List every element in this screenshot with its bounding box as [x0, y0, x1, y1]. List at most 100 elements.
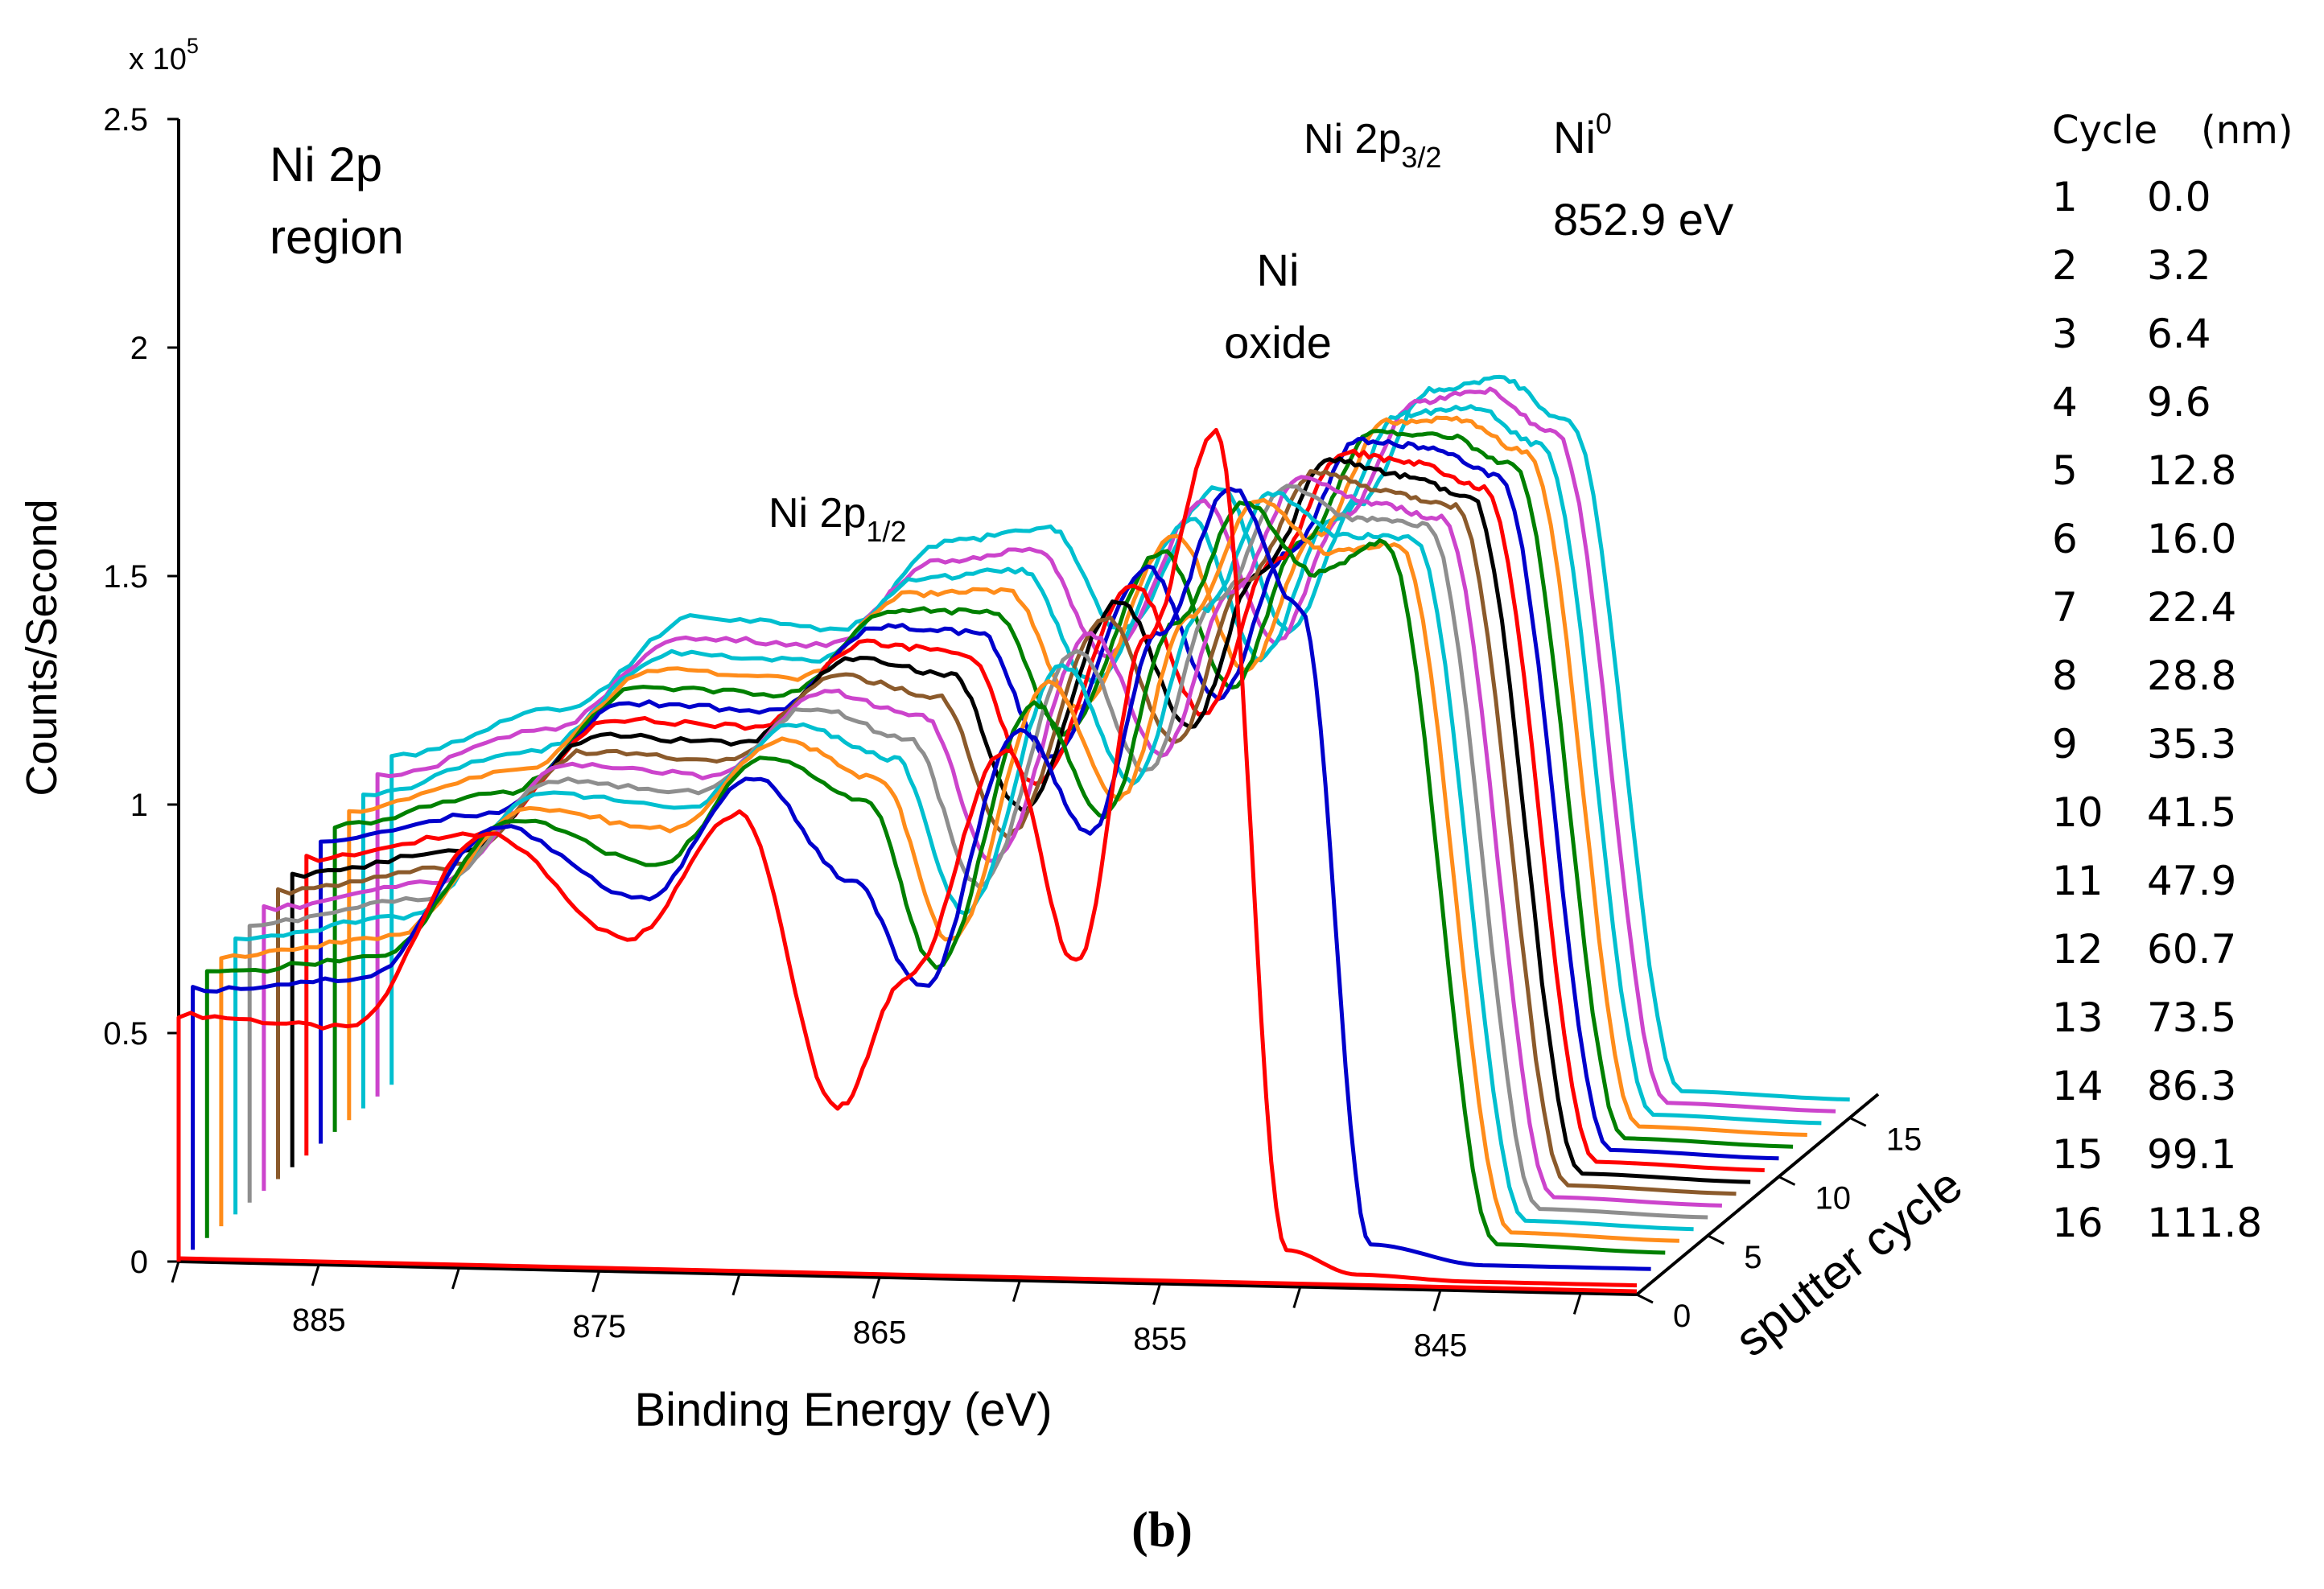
series-line-cycle-3 [204, 500, 1666, 1255]
legend-cycle-number: 5 [2052, 447, 2078, 494]
legend-cycle-number: 1 [2052, 174, 2078, 220]
ni-2p12-sub: 1/2 [866, 515, 906, 548]
panel-label: (b) [1131, 1503, 1193, 1558]
region-title-line2: region [270, 210, 404, 264]
y-multiplier-exponent: 5 [187, 34, 199, 58]
legend-depth-value: 73.5 [2147, 994, 2236, 1041]
z-axis-line [1635, 1093, 1880, 1296]
series-baseline-cycle-1 [178, 1256, 1638, 1294]
legend-cycle-number: 12 [2052, 926, 2104, 973]
legend-depth-value: 111.8 [2147, 1200, 2262, 1246]
series-line-cycle-5 [233, 491, 1694, 1232]
legend-cycle-number: 4 [2052, 379, 2078, 426]
legend-cycle-number: 8 [2052, 652, 2078, 699]
legend-depth-value: 99.1 [2147, 1131, 2236, 1178]
legend-depth-value: 41.5 [2147, 789, 2236, 836]
legend-depth-value: 6.4 [2147, 311, 2211, 357]
y-tick-label: 0 [130, 1245, 148, 1280]
x-tick [1012, 1280, 1021, 1303]
z-tick [1636, 1293, 1654, 1304]
series-line-cycle-13 [347, 415, 1807, 1137]
legend-cycle-number: 9 [2052, 721, 2078, 768]
legend-cycle-number: 10 [2052, 789, 2104, 836]
x-axis-title: Binding Energy (eV) [634, 1384, 1052, 1436]
legend-cycle-number: 2 [2052, 242, 2078, 289]
x-tick [1432, 1290, 1442, 1311]
legend-depth-value: 9.6 [2147, 379, 2211, 426]
ni-2p32-sub: 3/2 [1401, 141, 1441, 174]
legend-header-cycle: Cycle [2052, 108, 2157, 153]
x-tick-label: 855 [1133, 1322, 1187, 1357]
x-tick [1152, 1283, 1162, 1306]
legend-depth-value: 3.2 [2147, 242, 2211, 289]
y-axis-title: Counts/Second [18, 499, 66, 796]
legend-depth-value: 16.0 [2147, 516, 2236, 562]
legend-depth-value: 22.4 [2147, 584, 2236, 631]
region-title-line1: Ni 2p [270, 138, 382, 191]
series-line-cycle-1 [176, 427, 1638, 1288]
series-line-cycle-15 [375, 386, 1836, 1114]
series-line-cycle-11 [319, 436, 1779, 1161]
ni-2p12-label: Ni 2p1/2 [768, 490, 906, 548]
series-line-cycle-6 [247, 484, 1708, 1220]
legend-depth-value: 0.0 [2147, 174, 2211, 220]
series-line-cycle-8 [276, 469, 1737, 1196]
y-tick-label: 1 [130, 788, 148, 823]
ni0-label: Ni0 [1553, 107, 1612, 163]
x-tick [451, 1267, 460, 1290]
legend-cycle-number: 3 [2052, 311, 2078, 357]
legend-cycle-number: 7 [2052, 584, 2078, 631]
z-tick-label: 5 [1744, 1240, 1762, 1275]
x-axis-line [178, 1260, 1638, 1296]
legend-depth-value: 28.8 [2147, 652, 2236, 699]
y-tick-label: 1.5 [103, 559, 148, 595]
ni0-energy-label: 852.9 eV [1553, 194, 1734, 245]
series-line-cycle-4 [219, 497, 1679, 1243]
x-tick [731, 1274, 741, 1296]
legend-depth-value: 35.3 [2147, 721, 2236, 768]
ni-2p12-main: Ni 2p [768, 490, 866, 537]
x-tick [591, 1270, 601, 1293]
series-line-cycle-10 [304, 448, 1765, 1172]
legend-cycle-number: 15 [2052, 1131, 2104, 1178]
y-multiplier-label: x 105 [129, 34, 199, 76]
ni-2p32-label: Ni 2p3/2 [1304, 116, 1441, 174]
ni0-main: Ni [1553, 112, 1596, 163]
y-tick-label: 2 [130, 331, 148, 366]
z-tick-label: 0 [1673, 1299, 1691, 1334]
z-tick-label: 10 [1815, 1181, 1851, 1216]
series-line-cycle-7 [262, 475, 1722, 1208]
x-tick [1292, 1286, 1302, 1308]
legend-depth-value: 47.9 [2147, 858, 2236, 904]
legend-depth-value: 60.7 [2147, 926, 2236, 973]
z-tick [1707, 1234, 1724, 1245]
x-tick-label: 865 [853, 1315, 907, 1351]
ni0-sup: 0 [1596, 107, 1612, 140]
y-tick-label: 2.5 [103, 102, 148, 138]
x-tick [1572, 1292, 1582, 1315]
z-tick [1849, 1116, 1867, 1127]
ni-2p32-main: Ni 2p [1304, 116, 1401, 163]
ni-oxide-label-line2: oxide [1224, 317, 1332, 368]
legend-cycle-number: 13 [2052, 994, 2104, 1041]
series-line-cycle-2 [191, 486, 1651, 1271]
series-line-cycle-16 [389, 374, 1850, 1102]
x-tick [171, 1261, 180, 1283]
x-tick-label: 875 [572, 1309, 626, 1344]
ni-oxide-label-line1: Ni [1257, 245, 1300, 295]
legend-cycle-number: 11 [2052, 858, 2104, 904]
y-tick-label: 0.5 [103, 1016, 148, 1052]
legend-cycle-number: 16 [2052, 1200, 2104, 1246]
legend-cycle-number: 14 [2052, 1063, 2104, 1109]
x-tick-label: 845 [1414, 1328, 1468, 1363]
x-tick [311, 1264, 320, 1286]
series-line-cycle-12 [332, 429, 1794, 1149]
z-tick [1778, 1175, 1796, 1186]
x-tick-label: 885 [292, 1303, 346, 1338]
legend-depth-value: 86.3 [2147, 1063, 2236, 1109]
legend-cycle-number: 6 [2052, 516, 2078, 562]
series-line-cycle-9 [290, 456, 1751, 1184]
z-tick-label: 15 [1886, 1122, 1922, 1157]
legend-depth-value: 12.8 [2147, 447, 2236, 494]
